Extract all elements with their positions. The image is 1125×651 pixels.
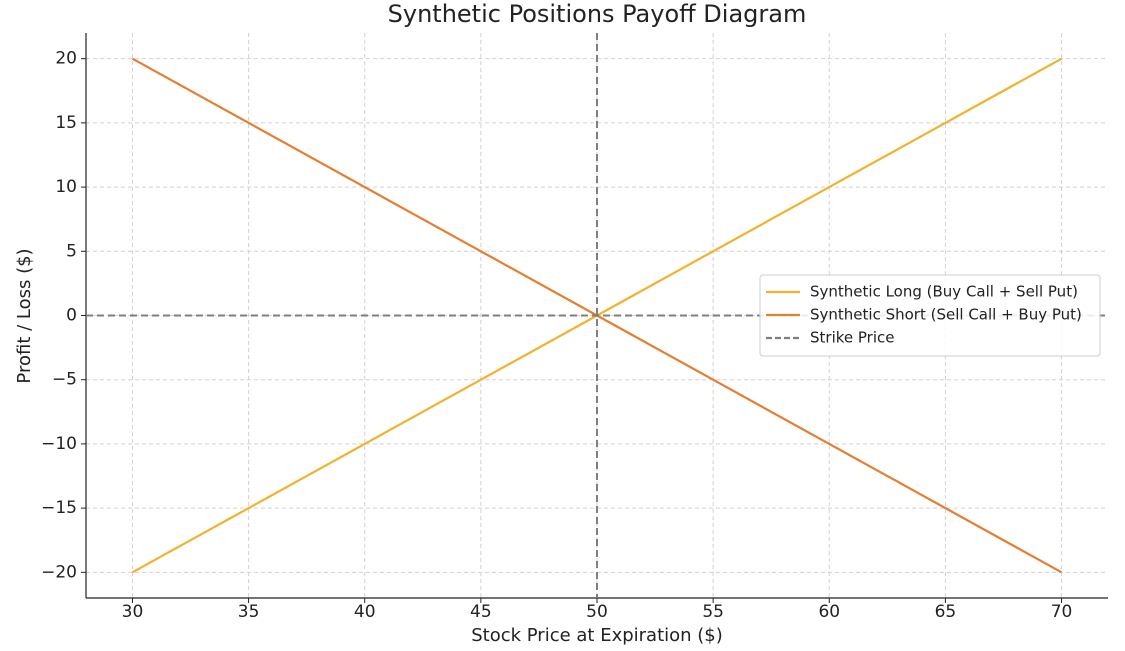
chart-title: Synthetic Positions Payoff Diagram [388,0,807,28]
legend-label: Strike Price [810,329,894,347]
y-tick-label: 15 [55,113,77,133]
y-tick-label: −20 [41,562,77,582]
x-tick-label: 70 [1051,602,1073,622]
y-tick-label: 10 [55,177,77,197]
x-tick-label: 30 [122,602,144,622]
x-tick-label: 55 [702,602,724,622]
x-tick-label: 50 [586,602,608,622]
x-tick-label: 35 [238,602,260,622]
y-tick-label: 20 [55,49,77,69]
x-tick-label: 60 [818,602,840,622]
x-tick-label: 65 [935,602,957,622]
y-tick-label: 0 [66,306,77,326]
y-axis-label: Profit / Loss ($) [14,248,35,383]
y-tick-label: −10 [41,434,77,454]
legend-box [759,274,1101,357]
y-tick-label: 5 [66,241,77,261]
legend-label: Synthetic Short (Sell Call + Buy Put) [810,306,1082,324]
x-axis-label: Stock Price at Expiration ($) [471,625,723,646]
legend: Synthetic Long (Buy Call + Sell Put) Synt… [759,274,1101,357]
y-tick-label: −15 [41,498,77,518]
x-tick-label: 45 [470,602,492,622]
x-tick-label: 40 [354,602,376,622]
y-tick-label: −5 [52,370,77,390]
legend-label: Synthetic Long (Buy Call + Sell Put) [810,283,1078,301]
